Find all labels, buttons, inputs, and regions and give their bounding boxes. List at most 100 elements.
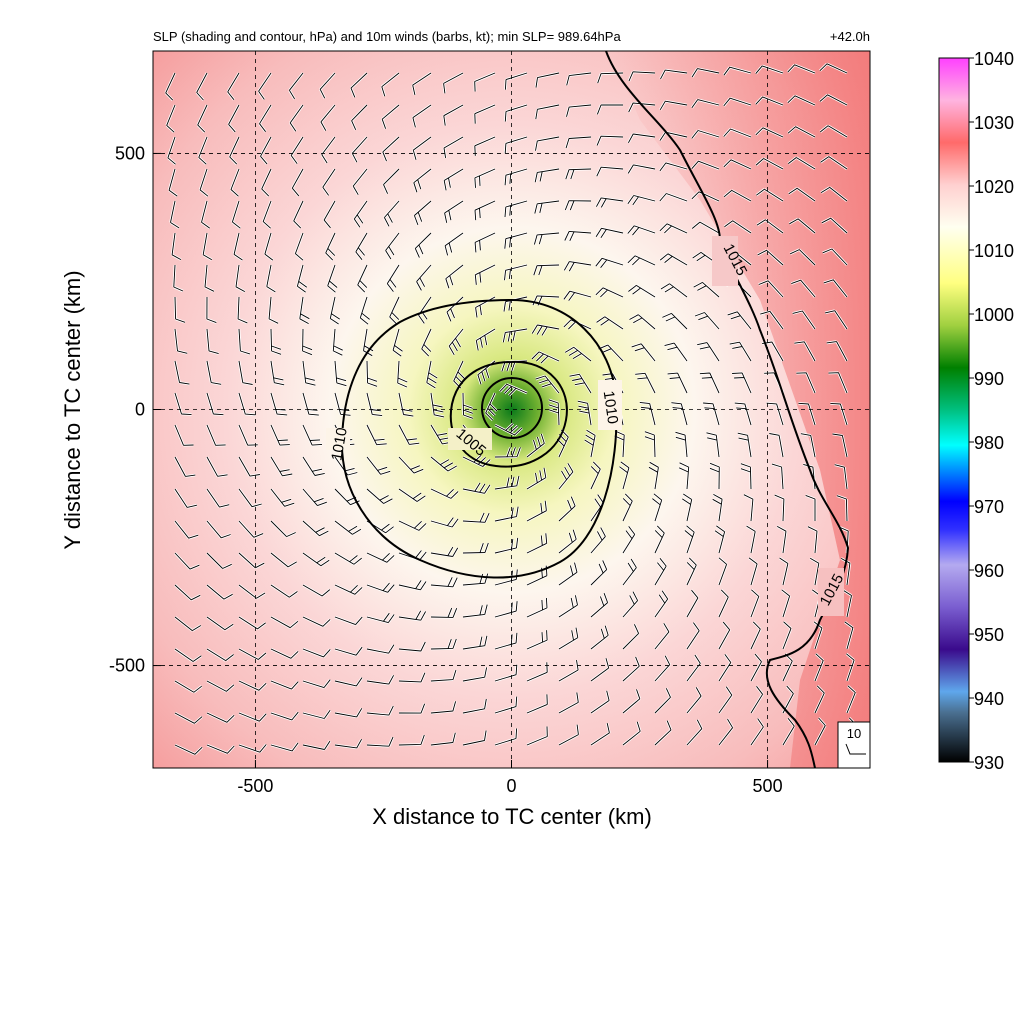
wind-barb [173,264,184,292]
wind-barb [302,360,316,386]
wind-barb [820,187,848,202]
wind-barb [462,573,489,586]
wind-barb [723,128,752,138]
wind-barb [352,168,368,195]
wind-barb [709,462,720,490]
wind-barb [445,264,464,289]
wind-barb [577,400,592,426]
wind-barb [392,328,403,357]
wind-barb [494,506,519,522]
wind-barb [776,526,787,554]
contour-labels: 1010 1010 1005 1015 1015 [326,236,847,616]
wind-barb [270,616,299,629]
wind-barb [737,432,752,458]
wind-barb [462,542,489,554]
wind-barb [398,734,425,746]
wind-barb [504,232,528,249]
wind-barb [846,653,855,682]
wind-barb [671,402,688,426]
wind-barb [302,520,329,537]
wind-barb [398,641,426,652]
wind-barb [238,552,265,569]
wind-barb [697,342,720,362]
wind-barb [821,217,848,234]
wind-barb [590,593,609,618]
wind-barb [694,312,720,330]
wind-barb [564,346,592,362]
wind-barb [723,190,752,202]
wind-barb [414,232,432,258]
wind-barb [259,104,272,132]
wind-barb [584,429,596,458]
wind-barb [357,264,368,293]
wind-barb [430,607,458,618]
wind-barb [820,156,848,170]
wind-barb [238,744,267,753]
wind-barb [814,685,825,714]
wind-barb [206,744,235,754]
x-axis: -500 0 500 [237,760,783,796]
wind-barb [750,589,760,618]
wind-barb [206,648,234,661]
wind-barb [334,708,363,718]
wind-barb [566,72,592,86]
wind-barb [238,488,262,508]
wind-barb [270,488,295,507]
wind-barb [334,520,362,535]
y-axis-label: Y distance to TC center (km) [60,270,85,549]
wind-barb [734,402,752,426]
wind-barb [334,738,362,749]
wind-barb [558,627,579,650]
wind-barb [238,680,267,691]
wind-barb [475,296,496,318]
wind-barb [826,341,848,362]
wind-barb [499,383,528,396]
wind-barb [823,279,848,298]
y-tick-label: 0 [135,400,145,420]
wind-barb [199,168,209,197]
wind-barb [166,104,176,133]
wind-barb [654,558,667,586]
wind-barb [832,433,848,458]
wind-barb [771,463,784,490]
wind-barb [596,316,624,330]
wind-barb [381,104,400,129]
wind-barb [462,730,487,746]
wind-barb [206,392,224,416]
wind-barb [475,328,496,351]
wind-barb [494,447,521,458]
wind-barb [206,712,235,723]
wind-barb [170,200,180,229]
wind-barb [526,597,548,618]
wind-barb [648,461,659,490]
wind-barb [270,360,285,386]
wind-barb [366,705,394,716]
wind-barb [196,72,208,101]
wind-barb [844,621,854,650]
wind-barb [462,604,488,618]
wind-barb [842,589,852,618]
wind-barb [353,200,368,228]
wind-barb [383,168,400,194]
wind-barb [444,200,464,223]
wind-barb [686,589,699,618]
wind-barb [526,467,547,490]
wind-barb [366,675,394,685]
wind-barb [389,296,400,325]
wind-barb [270,520,296,538]
wind-barb [430,517,459,528]
wind-barb [693,282,720,298]
wind-barb [755,127,784,138]
wind-barb [558,692,579,714]
wind-barb [174,424,194,446]
wind-barb [270,742,299,752]
wind-barb [627,255,656,266]
wind-barb [564,200,592,211]
wind-barb [718,718,733,746]
wind-barb [302,584,331,597]
wind-barb [686,687,702,714]
wind-barb [558,562,578,586]
wind-barb [321,136,336,164]
wind-barb [302,424,323,446]
wind-barb [270,680,299,690]
